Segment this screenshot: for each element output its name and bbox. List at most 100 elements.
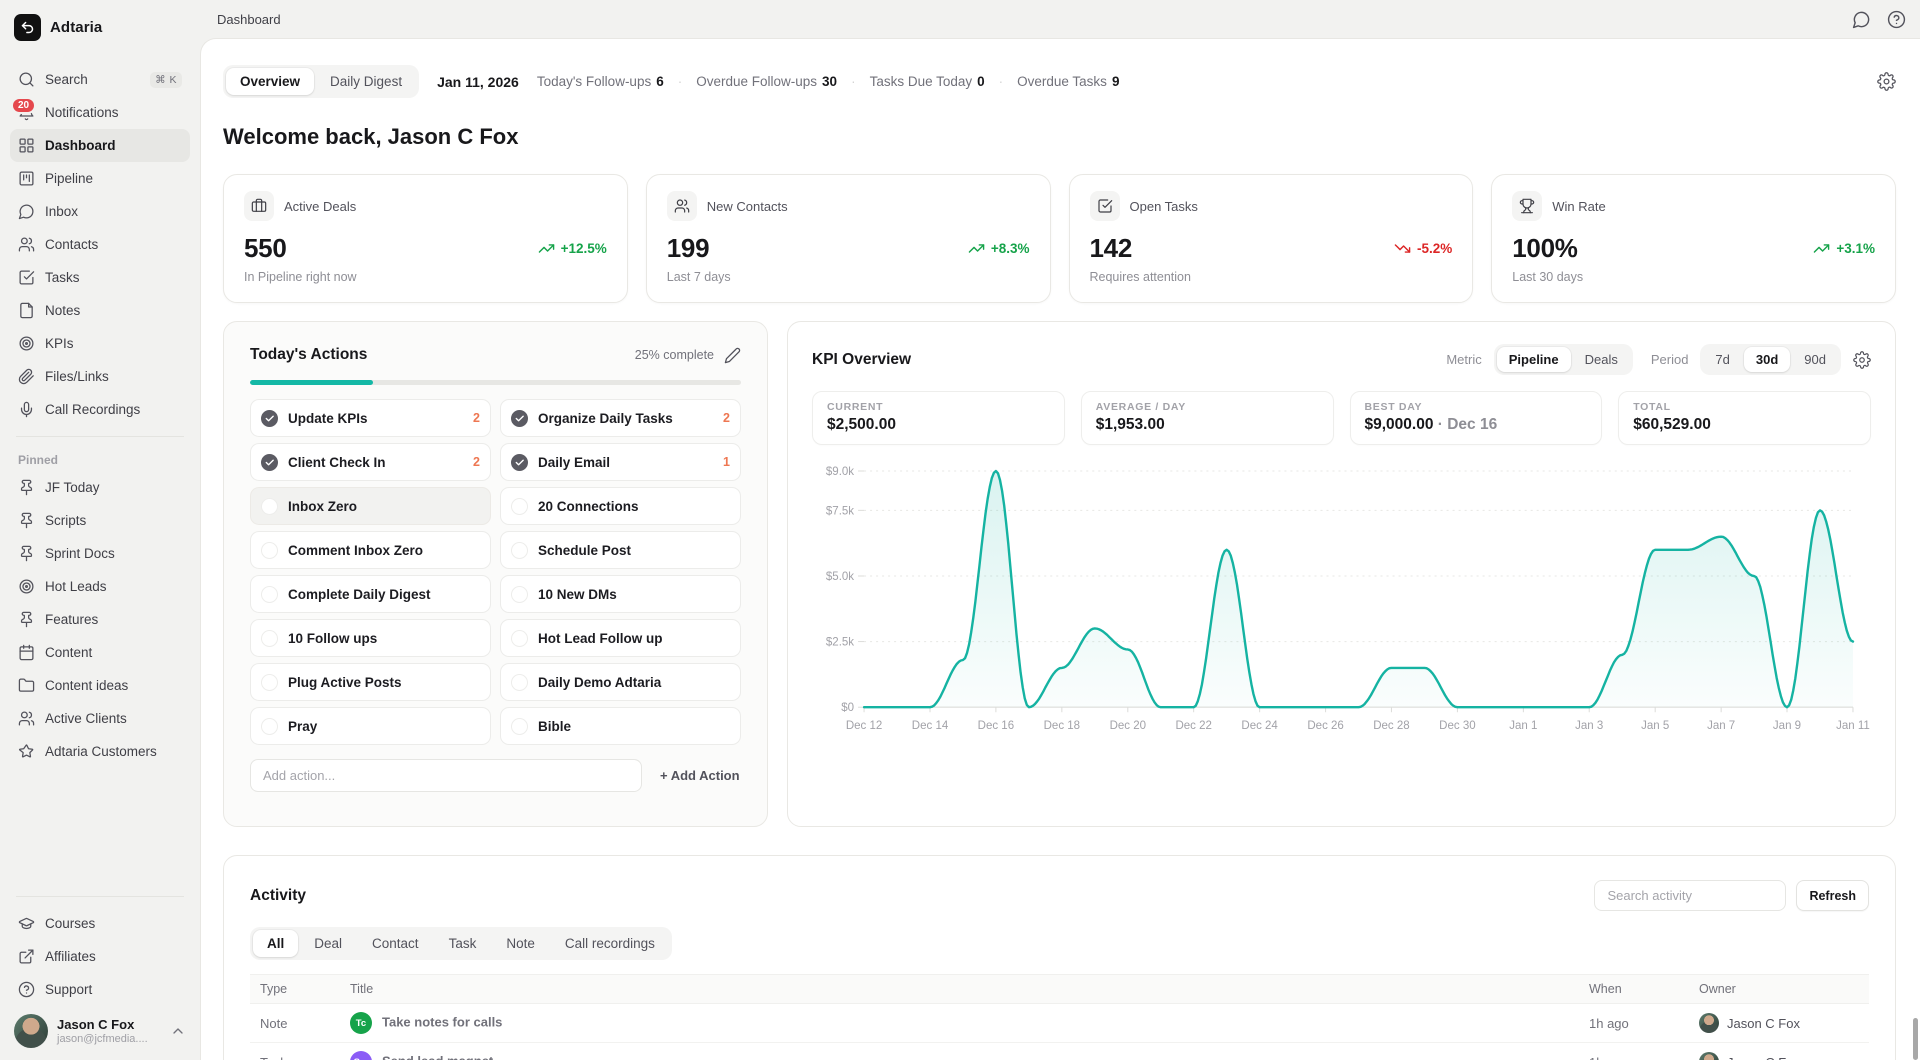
sidebar-item-scripts[interactable]: Scripts: [10, 504, 190, 537]
add-action-button[interactable]: + Add Action: [660, 768, 740, 783]
sidebar-item-call-recordings[interactable]: Call Recordings: [10, 393, 190, 426]
paperclip-icon: [18, 368, 35, 385]
unchecked-circle-icon[interactable]: [511, 498, 528, 515]
period-option-7d[interactable]: 7d: [1703, 347, 1741, 372]
action-item-hot-lead-follow-up[interactable]: Hot Lead Follow up: [500, 619, 741, 657]
sidebar-item-content-ideas[interactable]: Content ideas: [10, 669, 190, 702]
chat-bubble-button[interactable]: [1852, 10, 1871, 29]
sidebar-item-active-clients[interactable]: Active Clients: [10, 702, 190, 735]
sidebar-item-files-links[interactable]: Files/Links: [10, 360, 190, 393]
sidebar-item-tasks[interactable]: Tasks: [10, 261, 190, 294]
activity-when: 1h ago: [1579, 1043, 1689, 1060]
action-item-daily-email[interactable]: Daily Email 1: [500, 443, 741, 481]
period-option-30d[interactable]: 30d: [1744, 347, 1790, 372]
action-item-daily-demo-adtaria[interactable]: Daily Demo Adtaria: [500, 663, 741, 701]
sidebar-item-notes[interactable]: Notes: [10, 294, 190, 327]
action-item-client-check-in[interactable]: Client Check In 2: [250, 443, 491, 481]
page-scrollbar[interactable]: [1913, 1018, 1918, 1060]
checked-circle-icon[interactable]: [261, 454, 278, 471]
sidebar-item-features[interactable]: Features: [10, 603, 190, 636]
action-item-organize-daily-tasks[interactable]: Organize Daily Tasks 2: [500, 399, 741, 437]
checked-circle-icon[interactable]: [261, 410, 278, 427]
checked-circle-icon[interactable]: [511, 410, 528, 427]
sidebar-item-contacts[interactable]: Contacts: [10, 228, 190, 261]
unchecked-circle-icon[interactable]: [261, 630, 278, 647]
sidebar-item-courses[interactable]: Courses: [10, 907, 190, 940]
activity-row[interactable]: Task SmSend lead magnet 1h ago Jason C F…: [250, 1043, 1869, 1060]
message-circle-icon: [18, 203, 35, 220]
unchecked-circle-icon[interactable]: [261, 498, 278, 515]
stat-card-open-tasks[interactable]: Open Tasks 142 -5.2% Requires attention: [1069, 174, 1474, 303]
action-item-comment-inbox-zero[interactable]: Comment Inbox Zero: [250, 531, 491, 569]
help-button[interactable]: [1887, 10, 1906, 29]
edit-actions-button[interactable]: [724, 347, 741, 364]
action-item-20-connections[interactable]: 20 Connections: [500, 487, 741, 525]
dashboard-settings-button[interactable]: [1877, 72, 1896, 91]
action-item-pray[interactable]: Pray: [250, 707, 491, 745]
action-item-10-new-dms[interactable]: 10 New DMs: [500, 575, 741, 613]
sidebar-item-jf-today[interactable]: JF Today: [10, 471, 190, 504]
activity-tab-note[interactable]: Note: [492, 930, 549, 957]
sidebar-item-inbox[interactable]: Inbox: [10, 195, 190, 228]
sidebar-item-pipeline[interactable]: Pipeline: [10, 162, 190, 195]
sidebar-item-label: Contacts: [45, 237, 98, 252]
help-circle-icon: [18, 981, 35, 998]
activity-row[interactable]: Note TcTake notes for calls 1h ago Jason…: [250, 1004, 1869, 1043]
svg-text:$5.0k: $5.0k: [826, 571, 854, 583]
action-label: Plug Active Posts: [288, 675, 402, 690]
sidebar-item-sprint-docs[interactable]: Sprint Docs: [10, 537, 190, 570]
action-item-complete-daily-digest[interactable]: Complete Daily Digest: [250, 575, 491, 613]
metric-option-deals[interactable]: Deals: [1573, 347, 1630, 372]
activity-tab-contact[interactable]: Contact: [358, 930, 433, 957]
activity-tab-deal[interactable]: Deal: [300, 930, 356, 957]
sidebar-item-dashboard[interactable]: Dashboard: [10, 129, 190, 162]
action-item-inbox-zero[interactable]: Inbox Zero: [250, 487, 491, 525]
sidebar-item-search[interactable]: Search ⌘ K: [10, 63, 190, 96]
activity-type: Note: [250, 1004, 340, 1043]
unchecked-circle-icon[interactable]: [261, 674, 278, 691]
unchecked-circle-icon[interactable]: [261, 542, 278, 559]
sidebar-item-affiliates[interactable]: Affiliates: [10, 940, 190, 973]
add-action-input[interactable]: [250, 759, 642, 792]
activity-tab-task[interactable]: Task: [435, 930, 491, 957]
period-option-90d[interactable]: 90d: [1792, 347, 1838, 372]
svg-text:$2.5k: $2.5k: [826, 637, 854, 649]
sidebar-item-hot-leads[interactable]: Hot Leads: [10, 570, 190, 603]
sidebar-item-content[interactable]: Content: [10, 636, 190, 669]
activity-tab-all[interactable]: All: [253, 930, 298, 957]
user-profile[interactable]: Jason C Fox jason@jcfmedia....: [10, 1006, 190, 1050]
action-count-badge: 2: [473, 455, 480, 469]
metric-option-pipeline[interactable]: Pipeline: [1497, 347, 1571, 372]
sidebar-item-kpis[interactable]: KPIs: [10, 327, 190, 360]
unchecked-circle-icon[interactable]: [511, 542, 528, 559]
unchecked-circle-icon[interactable]: [511, 718, 528, 735]
svg-text:Dec 26: Dec 26: [1307, 720, 1343, 732]
sidebar-item-adtaria-customers[interactable]: Adtaria Customers: [10, 735, 190, 768]
tab-overview[interactable]: Overview: [226, 68, 314, 95]
activity-search-input[interactable]: [1594, 880, 1786, 911]
stat-card-new-contacts[interactable]: New Contacts 199 +8.3% Last 7 days: [646, 174, 1051, 303]
unchecked-circle-icon[interactable]: [511, 630, 528, 647]
refresh-button[interactable]: Refresh: [1796, 880, 1869, 911]
unchecked-circle-icon[interactable]: [261, 718, 278, 735]
checked-circle-icon[interactable]: [511, 454, 528, 471]
unchecked-circle-icon[interactable]: [511, 674, 528, 691]
sidebar-item-notifications[interactable]: Notifications 20: [10, 96, 190, 129]
action-item-plug-active-posts[interactable]: Plug Active Posts: [250, 663, 491, 701]
action-item-10-follow-ups[interactable]: 10 Follow ups: [250, 619, 491, 657]
action-count-badge: 2: [723, 411, 730, 425]
action-item-schedule-post[interactable]: Schedule Post: [500, 531, 741, 569]
kpi-settings-button[interactable]: [1853, 351, 1871, 369]
action-item-update-kpis[interactable]: Update KPIs 2: [250, 399, 491, 437]
tab-daily-digest[interactable]: Daily Digest: [316, 68, 416, 95]
sidebar-item-support[interactable]: Support: [10, 973, 190, 1006]
unchecked-circle-icon[interactable]: [511, 586, 528, 603]
stat-card-active-deals[interactable]: Active Deals 550 +12.5% In Pipeline righ…: [223, 174, 628, 303]
unchecked-circle-icon[interactable]: [261, 586, 278, 603]
activity-tab-call-recordings[interactable]: Call recordings: [551, 930, 669, 957]
stat-card-win-rate[interactable]: Win Rate 100% +3.1% Last 30 days: [1491, 174, 1896, 303]
kpi-summary-average-day: AVERAGE / DAY $1,953.00: [1081, 391, 1334, 445]
topbar-title: Dashboard: [217, 12, 281, 27]
action-item-bible[interactable]: Bible: [500, 707, 741, 745]
app-logo[interactable]: Adtaria: [14, 14, 186, 41]
